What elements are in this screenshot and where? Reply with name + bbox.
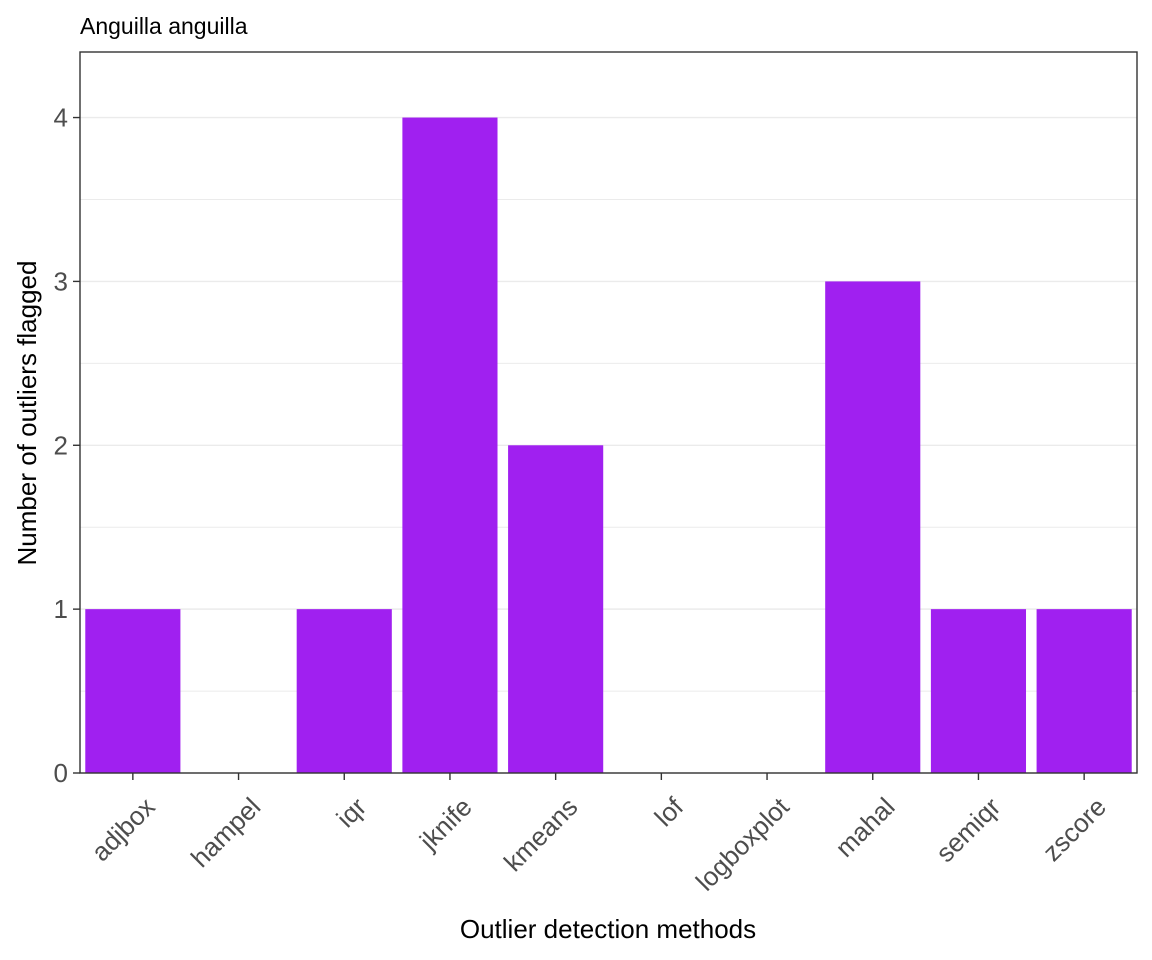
bar-zscore <box>1036 609 1132 773</box>
chart-title: Anguilla anguilla <box>80 13 248 39</box>
y-tick-label: 0 <box>54 758 68 788</box>
y-tick-label: 4 <box>54 103 68 133</box>
bars <box>85 117 1132 773</box>
y-axis-title: Number of outliers flagged <box>12 261 42 566</box>
y-tick-label: 3 <box>54 266 68 296</box>
x-tick-label: logboxplot <box>690 791 796 897</box>
bar-kmeans <box>508 445 604 773</box>
x-tick-label: hampel <box>185 792 267 874</box>
bar-adjbox <box>85 609 181 773</box>
x-axis-title: Outlier detection methods <box>460 914 756 944</box>
x-tick-label: iqr <box>330 791 372 833</box>
x-tick-label: kmeans <box>498 792 584 878</box>
y-tick-label: 1 <box>54 594 68 624</box>
y-tick-label: 2 <box>54 430 68 460</box>
x-tick-label: semiqr <box>930 791 1007 868</box>
bar-jknife <box>402 117 498 773</box>
panel-border <box>79 51 1138 774</box>
x-tick-label: zscore <box>1037 792 1112 867</box>
x-tick-label: jknife <box>413 792 478 857</box>
bar-iqr <box>296 609 392 773</box>
y-axis: 0 1 2 3 4 <box>54 103 80 788</box>
bar-mahal <box>825 281 921 773</box>
x-tick-label: lof <box>649 791 690 832</box>
x-axis: adjbox hampel iqr jknife kmeans lof logboxplot… <box>85 773 1112 897</box>
x-tick-label: mahal <box>829 792 900 863</box>
x-tick-label: adjbox <box>85 792 160 867</box>
bar-semiqr <box>930 609 1027 773</box>
